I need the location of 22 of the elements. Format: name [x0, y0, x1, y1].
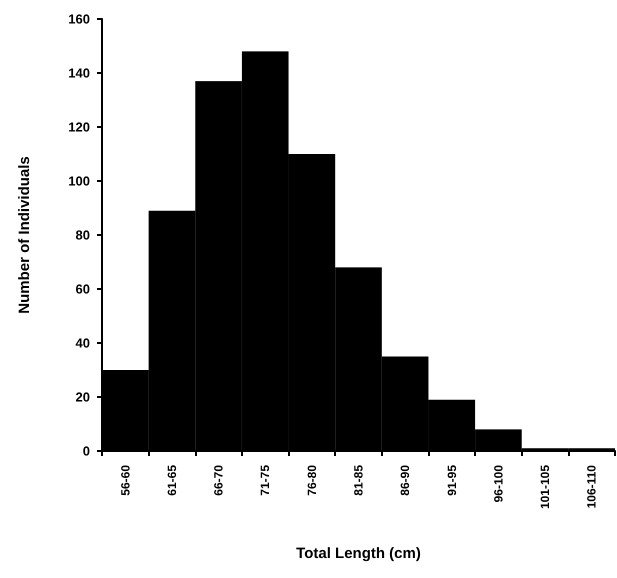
y-tick-label: 160 — [68, 12, 90, 26]
y-tick-label: 100 — [68, 174, 90, 188]
x-tick-label: 86-90 — [398, 464, 412, 496]
y-axis-title: Number of Individuals — [16, 156, 33, 314]
y-tick-label: 60 — [76, 282, 90, 296]
y-tick-label: 40 — [76, 336, 90, 350]
x-tick-label: 56-60 — [118, 464, 132, 496]
y-tick-label: 140 — [68, 66, 90, 80]
x-axis-title: Total Length (cm) — [296, 545, 421, 562]
x-tick-label: 91-95 — [444, 464, 459, 496]
x-tick-label: 101-105 — [538, 464, 552, 510]
x-tick-label: 76-80 — [304, 464, 319, 496]
x-tick-label: 61-65 — [164, 464, 179, 496]
x-tick-label: 106-110 — [584, 464, 599, 508]
y-tick-label: 0 — [82, 444, 90, 458]
x-tick-label: 71-75 — [258, 464, 272, 496]
y-tick-label: 20 — [76, 390, 90, 404]
x-tick-label: 96-100 — [491, 464, 506, 502]
x-tick-label: 66-70 — [212, 464, 226, 496]
y-tick-label: 80 — [76, 228, 90, 242]
x-tick-label: 81-85 — [352, 464, 366, 496]
y-tick-label: 120 — [68, 120, 90, 134]
